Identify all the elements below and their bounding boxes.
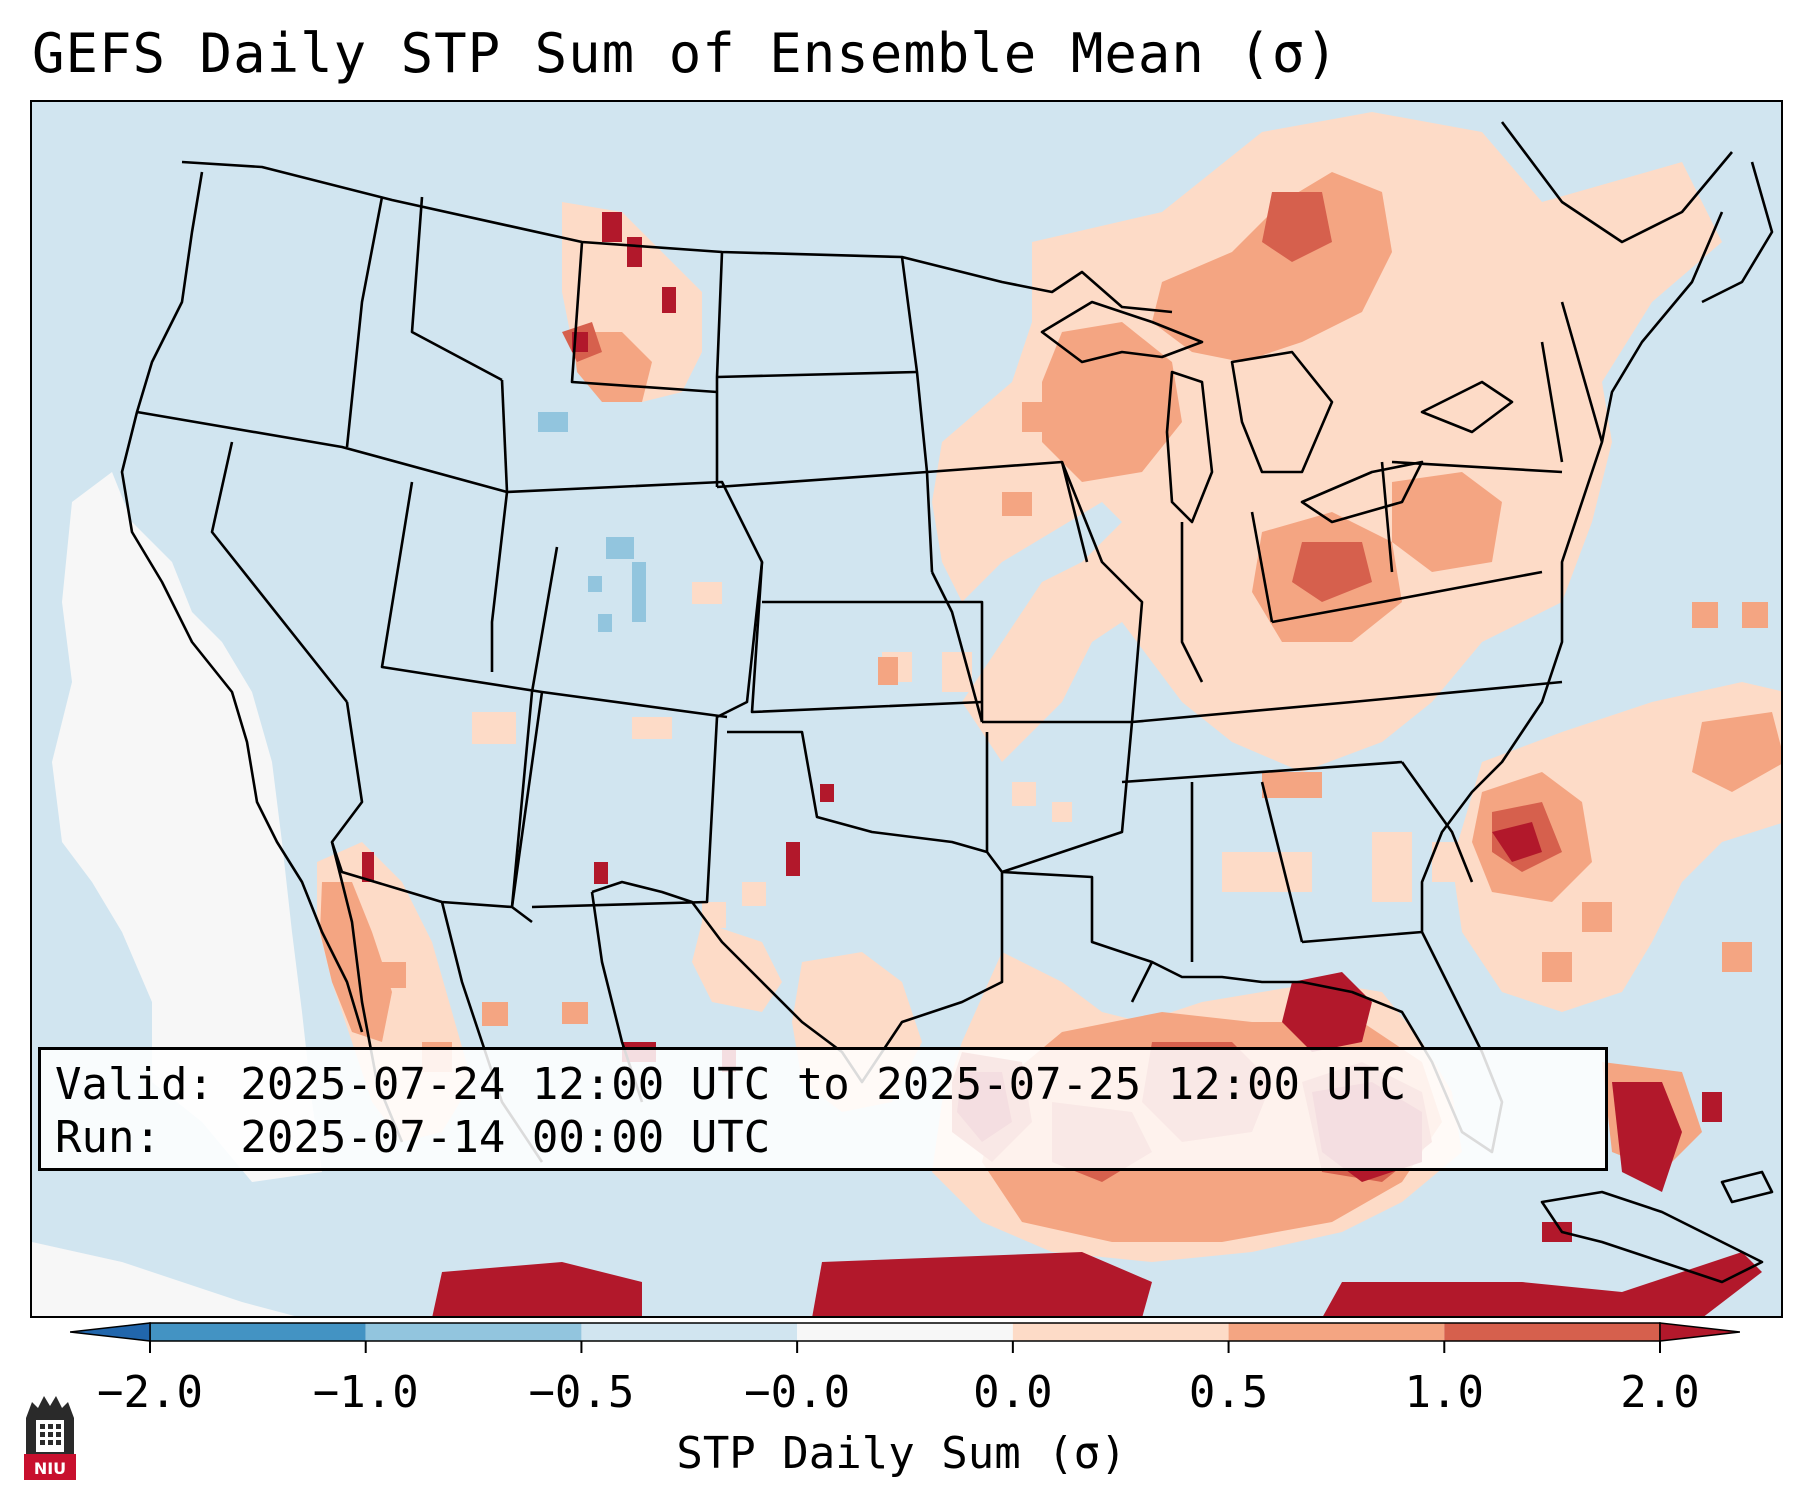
colorbar-tick-label: 1.0 bbox=[1404, 1367, 1485, 1418]
colorbar-extend-high bbox=[1659, 1322, 1740, 1342]
political-borders bbox=[120, 121, 1774, 1284]
colorbar-tick-label: −0.5 bbox=[528, 1367, 635, 1418]
colorbar-label: STP Daily Sum (σ) bbox=[676, 1428, 1127, 1479]
colorbar-tick-label: 0.5 bbox=[1188, 1367, 1269, 1418]
colorbar-cells bbox=[149, 1322, 1661, 1353]
valid-time-info-box: Valid: 2025-07-24 12:00 UTC to 2025-07-2… bbox=[38, 1047, 1608, 1171]
colorado-negative-cells bbox=[538, 412, 646, 632]
pacific-lower-white bbox=[32, 1242, 295, 1316]
colorbar-cell bbox=[150, 1323, 366, 1341]
run-time-line: Run: 2025-07-14 00:00 UTC bbox=[55, 1112, 771, 1163]
scattered-medium-cells bbox=[382, 402, 1768, 1072]
colorbar-tick-label: 0.0 bbox=[973, 1367, 1053, 1418]
chart-title: GEFS Daily STP Sum of Ensemble Mean (σ) bbox=[32, 22, 1339, 85]
colorbar-cell bbox=[581, 1323, 798, 1341]
colorbar-cell bbox=[365, 1323, 582, 1341]
colorbar-tick-label: 2.0 bbox=[1620, 1367, 1700, 1418]
colorbar-cell bbox=[1228, 1323, 1445, 1341]
niu-logo-text: NIU bbox=[34, 1459, 66, 1478]
niu-logo-icon: NIU bbox=[24, 1396, 76, 1480]
valid-time-line: Valid: 2025-07-24 12:00 UTC to 2025-07-2… bbox=[55, 1059, 1407, 1110]
pacific-neutral-region bbox=[52, 472, 322, 1182]
colorbar-tick-label: −0.0 bbox=[744, 1367, 851, 1418]
niu-logo: NIU bbox=[22, 1392, 78, 1482]
colorbar-tick-label: −1.0 bbox=[312, 1367, 419, 1418]
colorbar-cell bbox=[797, 1323, 1013, 1341]
colorbar-extend-low bbox=[70, 1322, 151, 1342]
colorbar-cell bbox=[1012, 1323, 1229, 1341]
colorbar bbox=[70, 1322, 1740, 1353]
scattered-light-cells bbox=[472, 582, 1462, 928]
colorbar-tick-label: −2.0 bbox=[97, 1367, 203, 1418]
colorbar-cell bbox=[1444, 1323, 1660, 1341]
